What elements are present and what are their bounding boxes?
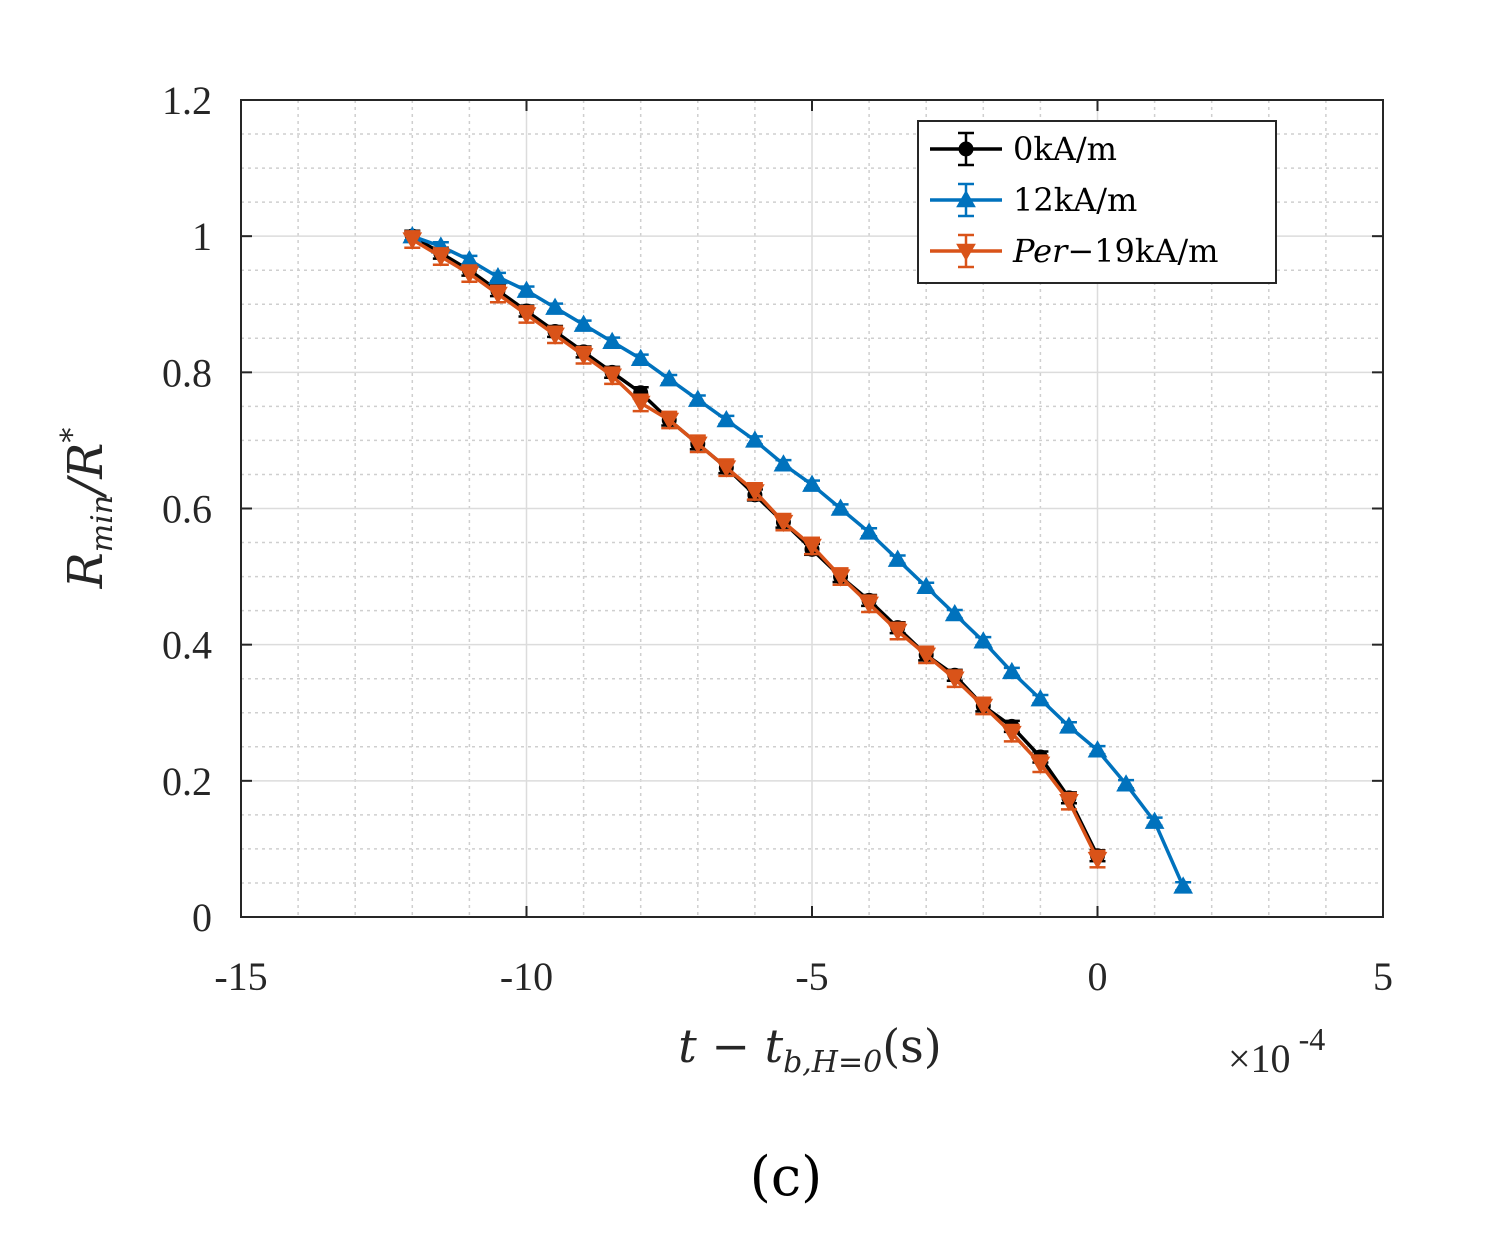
data-point: [859, 522, 879, 540]
data-point: [430, 249, 451, 267]
legend-label-0ka: 0kA/m: [1013, 130, 1117, 168]
data-point: [630, 395, 651, 413]
data-point: [716, 409, 737, 428]
tick-marks: [240, 99, 1384, 918]
data-point: [1116, 774, 1136, 792]
data-point: [1059, 794, 1079, 812]
data-point: [745, 430, 765, 448]
y-tick-label: 1.2: [162, 78, 212, 123]
data-point: [659, 412, 680, 430]
data-point: [1144, 811, 1165, 829]
data-point: [802, 474, 822, 492]
data-point: [887, 623, 908, 642]
figure-caption: (c): [750, 1145, 822, 1208]
data-point: [1030, 756, 1051, 774]
data-point: [887, 549, 908, 567]
data-point: [545, 297, 565, 315]
series-line: [411, 234, 1185, 888]
x-tick-label: -5: [795, 954, 828, 999]
series-2: [402, 230, 1108, 870]
data-point: [859, 596, 879, 614]
legend-marker: [958, 141, 974, 157]
data-point: [516, 280, 537, 298]
data-point: [1030, 689, 1051, 707]
data-point: [830, 498, 851, 516]
data-point: [944, 671, 965, 689]
data-point: [973, 631, 994, 649]
data-point: [1001, 725, 1022, 744]
x-tick-label: 5: [1373, 954, 1393, 999]
y-tick-label: 0.6: [162, 487, 212, 532]
data-point: [830, 569, 851, 587]
legend-item-1: [930, 182, 1002, 218]
data-point: [516, 307, 537, 325]
data-point: [1087, 740, 1108, 758]
data-point: [1087, 851, 1108, 870]
series-1: [402, 226, 1194, 894]
legend-label-per19ka: Per−19kA/m: [1012, 232, 1218, 270]
data-point: [602, 368, 623, 386]
data-point: [773, 454, 794, 472]
data-point: [916, 576, 937, 595]
series-layer: [402, 226, 1194, 894]
x-axis-label: t − tb,H=0(s): [678, 1019, 941, 1080]
data-point: [573, 314, 594, 332]
x-tick-label: 0: [1088, 954, 1108, 999]
data-point: [687, 389, 708, 407]
data-point: [402, 232, 423, 250]
data-point: [545, 327, 565, 345]
y-axis-label: Rmin/R*: [55, 428, 120, 590]
data-point: [1173, 876, 1194, 894]
legend-marker: [956, 189, 976, 208]
data-point: [716, 460, 737, 478]
y-tick-label: 0.2: [162, 759, 212, 804]
data-point: [630, 348, 651, 366]
svg-text:Rmin/R*: Rmin/R*: [55, 428, 120, 590]
x-tick-label: -15: [214, 954, 267, 999]
data-point: [488, 286, 508, 305]
data-point: [573, 348, 594, 366]
y-tick-label: 0: [192, 895, 212, 940]
data-point: [802, 538, 822, 556]
data-point: [1001, 661, 1022, 680]
legend-label-12ka: 12kA/m: [1013, 181, 1137, 219]
data-point: [944, 604, 965, 622]
data-point: [488, 267, 508, 285]
data-point: [916, 647, 937, 665]
x-tick-labels: -15 -10 -5 0 5: [214, 954, 1393, 999]
data-point: [1059, 716, 1079, 734]
data-point: [459, 266, 480, 284]
legend-marker: [956, 243, 976, 262]
data-point: [773, 514, 794, 533]
data-point: [687, 436, 708, 454]
data-point: [602, 331, 623, 349]
y-tick-labels: 0 0.2 0.4 0.6 0.8 1 1.2: [162, 78, 212, 940]
legend: 0kA/m 12kA/m Per−19kA/m: [917, 120, 1277, 284]
legend-item-0: [930, 131, 1002, 167]
y-tick-label: 0.8: [162, 350, 212, 395]
x-tick-label: -10: [500, 954, 553, 999]
legend-item-2: [930, 233, 1002, 269]
data-point: [745, 484, 765, 502]
y-tick-label: 1: [192, 214, 212, 259]
y-tick-label: 0.4: [162, 623, 212, 668]
data-point: [973, 698, 994, 716]
data-point: [659, 369, 680, 387]
x-axis-multiplier: ×10 -4: [1228, 1021, 1325, 1081]
